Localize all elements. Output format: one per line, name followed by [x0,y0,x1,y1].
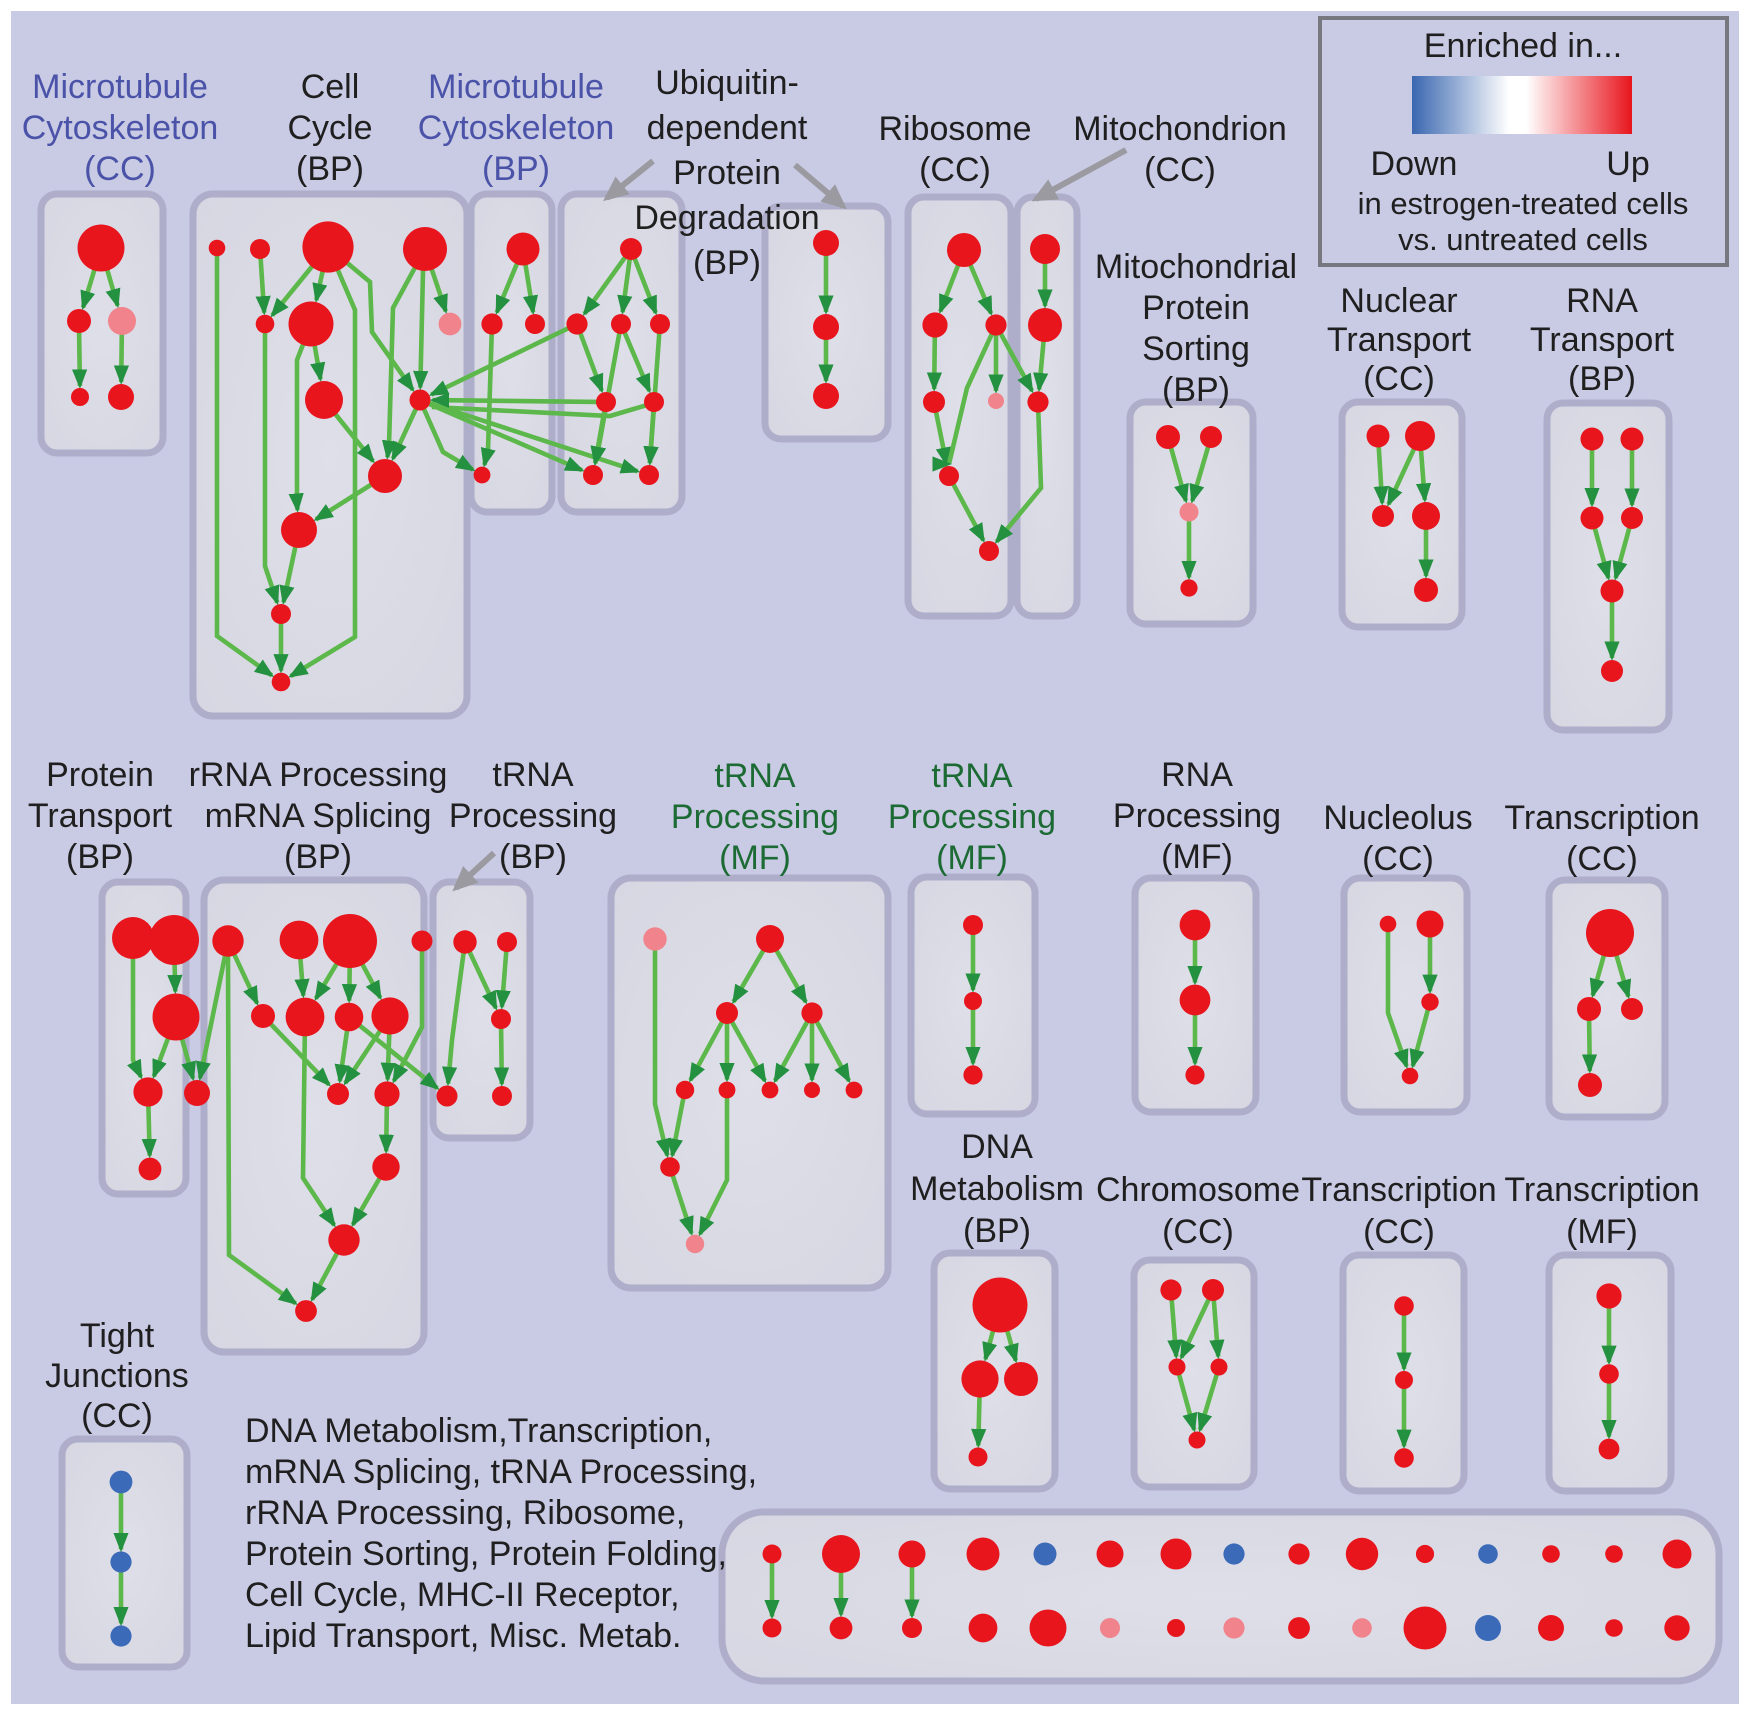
svg-text:Protein: Protein [46,756,154,794]
svg-text:Cell: Cell [301,68,360,106]
svg-text:tRNA: tRNA [492,756,574,794]
svg-text:Transcription: Transcription [1301,1171,1496,1209]
svg-text:dependent: dependent [647,109,808,147]
svg-text:(BP): (BP) [963,1212,1031,1250]
svg-text:Lipid Transport, Misc. Metab.: Lipid Transport, Misc. Metab. [245,1617,682,1655]
svg-text:(CC): (CC) [81,1397,153,1435]
svg-text:Microtubule: Microtubule [428,68,604,106]
svg-text:Junctions: Junctions [45,1357,189,1395]
svg-text:Chromosome: Chromosome [1096,1171,1300,1209]
svg-text:vs. untreated cells: vs. untreated cells [1398,222,1648,257]
svg-text:Ubiquitin-: Ubiquitin- [655,64,799,102]
svg-text:mRNA Splicing, tRNA Processing: mRNA Splicing, tRNA Processing, [245,1453,757,1491]
svg-text:DNA: DNA [961,1128,1033,1166]
svg-text:(CC): (CC) [919,151,991,189]
svg-text:(MF): (MF) [1161,838,1233,876]
svg-text:(BP): (BP) [1568,360,1636,398]
svg-text:(BP): (BP) [499,838,567,876]
svg-text:(BP): (BP) [1162,371,1230,409]
svg-text:(MF): (MF) [936,839,1008,877]
svg-text:Transcription: Transcription [1504,1171,1699,1209]
svg-text:in estrogen-treated cells: in estrogen-treated cells [1358,186,1689,221]
svg-text:Cytoskeleton: Cytoskeleton [22,109,219,147]
svg-text:Transport: Transport [28,797,173,835]
svg-text:(BP): (BP) [66,838,134,876]
svg-text:(BP): (BP) [296,150,364,188]
svg-text:(BP): (BP) [284,838,352,876]
svg-text:(CC): (CC) [84,150,156,188]
svg-text:Enriched in...: Enriched in... [1424,27,1622,65]
svg-text:(MF): (MF) [1566,1213,1638,1251]
svg-text:Degradation: Degradation [634,199,819,237]
svg-text:Metabolism: Metabolism [910,1170,1084,1208]
svg-text:tRNA: tRNA [714,757,796,795]
svg-text:DNA Metabolism,Transcription,: DNA Metabolism,Transcription, [245,1412,712,1450]
svg-text:Up: Up [1606,145,1649,183]
svg-text:Mitochondrial: Mitochondrial [1095,248,1297,286]
svg-text:Tight: Tight [80,1317,155,1355]
svg-text:Cycle: Cycle [287,109,372,147]
svg-text:Sorting: Sorting [1142,330,1250,368]
svg-text:Nucleolus: Nucleolus [1323,799,1472,837]
svg-text:(BP): (BP) [693,244,761,282]
svg-text:Down: Down [1371,145,1458,183]
svg-text:(MF): (MF) [719,839,791,877]
svg-text:Cell Cycle, MHC-II Receptor,: Cell Cycle, MHC-II Receptor, [245,1576,680,1614]
svg-text:(CC): (CC) [1162,1213,1234,1251]
svg-text:Processing: Processing [449,797,617,835]
svg-text:Cytoskeleton: Cytoskeleton [418,109,615,147]
svg-text:Processing: Processing [1113,797,1281,835]
svg-text:Transport: Transport [1530,321,1675,359]
svg-text:tRNA: tRNA [931,757,1013,795]
svg-text:Protein: Protein [1142,289,1250,327]
svg-text:(CC): (CC) [1144,151,1216,189]
svg-text:RNA: RNA [1161,756,1233,794]
svg-text:Nuclear: Nuclear [1340,282,1457,320]
svg-text:(CC): (CC) [1362,840,1434,878]
svg-text:Microtubule: Microtubule [32,68,208,106]
svg-text:Protein: Protein [673,154,781,192]
svg-text:Protein Sorting, Protein Foldi: Protein Sorting, Protein Folding, [245,1535,727,1573]
svg-text:RNA: RNA [1566,282,1638,320]
svg-text:Ribosome: Ribosome [878,110,1031,148]
svg-text:mRNA Splicing: mRNA Splicing [205,797,432,835]
svg-text:Processing: Processing [888,798,1056,836]
svg-text:Transport: Transport [1327,321,1472,359]
svg-text:Transcription: Transcription [1504,799,1699,837]
svg-text:(CC): (CC) [1363,360,1435,398]
svg-text:Processing: Processing [671,798,839,836]
svg-text:(CC): (CC) [1566,840,1638,878]
svg-text:Mitochondrion: Mitochondrion [1073,110,1287,148]
svg-text:(CC): (CC) [1363,1213,1435,1251]
svg-text:(BP): (BP) [482,150,550,188]
svg-text:rRNA Processing: rRNA Processing [189,756,448,794]
svg-text:rRNA Processing, Ribosome,: rRNA Processing, Ribosome, [245,1494,685,1532]
